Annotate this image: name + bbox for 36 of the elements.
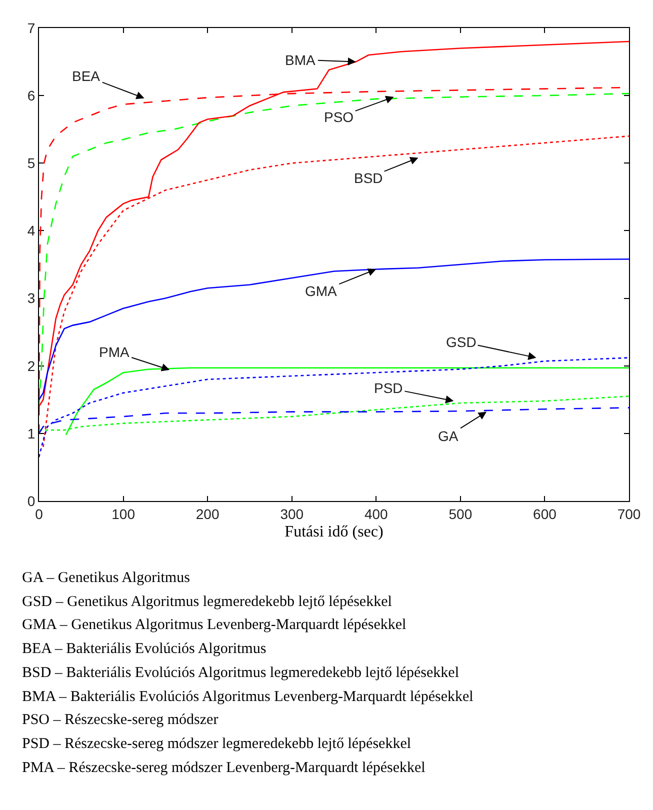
annotation: PSD (374, 380, 403, 396)
x-tick-label: 700 (617, 506, 641, 522)
annotation: BSD (354, 170, 383, 186)
annotation: GA (438, 428, 459, 444)
annotation: PMA (99, 344, 130, 360)
y-tick-label: 7 (27, 20, 36, 36)
text: BMA – Bakteriális Evolúciós Algoritmus Levenberg-Marquardt lépésekkel (22, 689, 474, 705)
y-tick-label: 1 (27, 425, 36, 442)
x-tick-label: 300 (280, 506, 304, 522)
y-tick-label: 4 (27, 222, 36, 239)
text: BEA – Bakteriális Evolúciós Algoritmus (22, 641, 266, 657)
x-tick-label: 200 (196, 506, 220, 522)
y-tick-label: 6 (27, 87, 36, 104)
text: PSO – Részecske-sereg módszer (22, 712, 218, 728)
line-series (39, 258, 629, 400)
x-tick-label: 400 (364, 506, 388, 522)
text: GMA – Genetikus Algoritmus Levenberg-Marquardt lépésekkel (22, 617, 406, 633)
annotation: GSD (446, 334, 476, 350)
y-tick-label: 3 (27, 290, 36, 306)
text: GA – Genetikus Algoritmus (22, 570, 190, 586)
x-axis-title: Futási idő (sec) (284, 524, 384, 540)
y-tick-label: 0 (27, 492, 36, 509)
y-tick-label: 5 (27, 155, 36, 172)
text: GSD – Genetikus Algoritmus legmeredekebb lejtő lépésekkel (22, 594, 392, 610)
text: PMA – Részecske-sereg módszer Levenberg-Marquardt lépésekkel (22, 760, 426, 776)
y-tick-label: 2 (27, 358, 36, 374)
text: BSD – Bakteriális Evolúciós Algoritmus legmeredekebb lejtő lépésekkel (22, 665, 459, 681)
annotation: PSO (324, 109, 354, 125)
annotation: BMA (285, 52, 316, 68)
x-tick-label: 100 (112, 506, 136, 522)
x-tick-label: 500 (448, 506, 472, 522)
x-tick-label: 600 (533, 506, 557, 522)
annotation: GMA (305, 283, 338, 299)
text: PSD – Részecske-sereg módszer legmeredekebb lejtő lépésekkel (22, 736, 412, 752)
annotation: BEA (72, 68, 101, 84)
line-series (39, 357, 629, 458)
